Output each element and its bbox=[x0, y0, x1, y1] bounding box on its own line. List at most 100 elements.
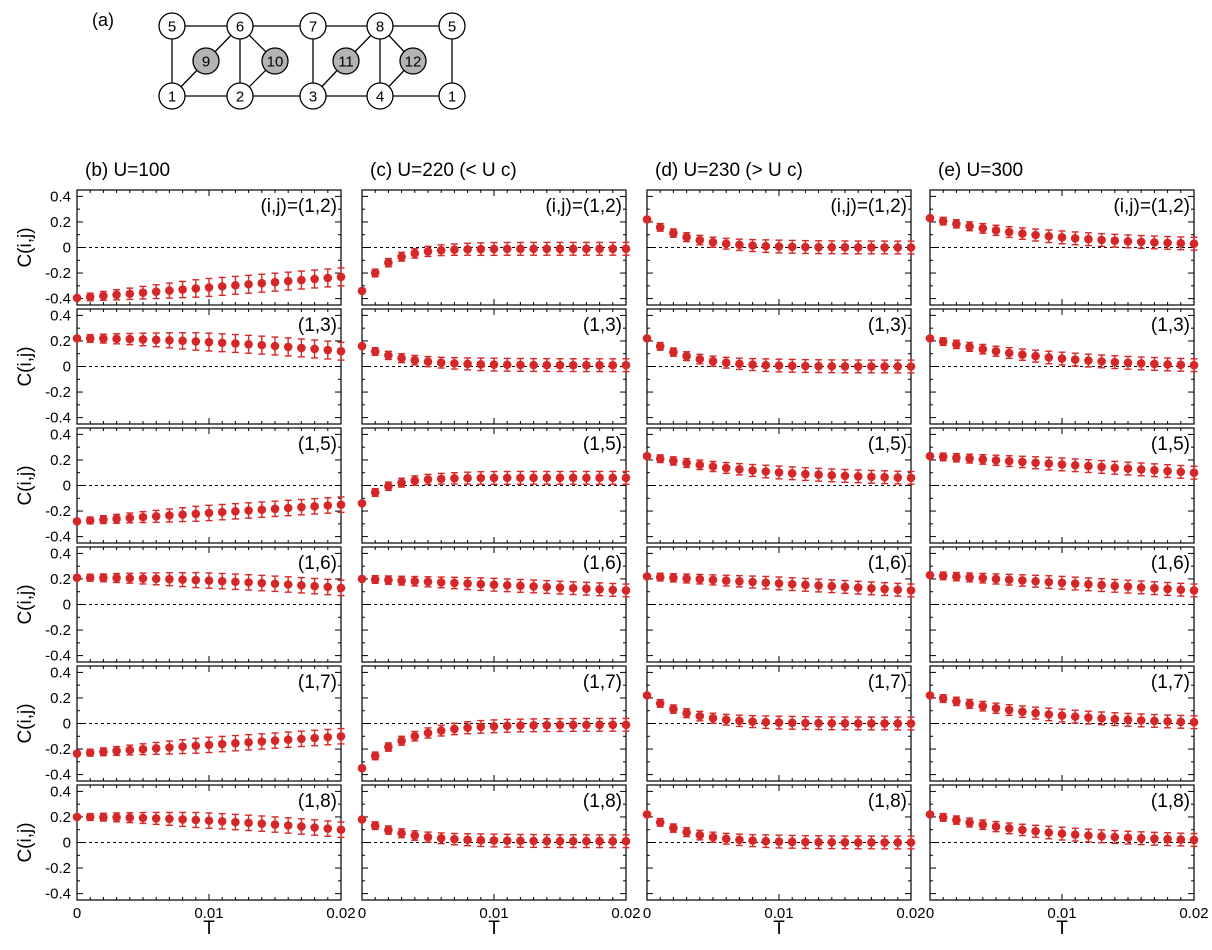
data-point bbox=[906, 362, 916, 371]
data-point bbox=[231, 577, 240, 587]
data-point bbox=[423, 247, 433, 256]
data-point bbox=[555, 244, 565, 254]
data-point bbox=[165, 814, 174, 824]
data-point bbox=[112, 746, 121, 756]
data-point bbox=[257, 278, 267, 288]
data-point bbox=[489, 244, 499, 254]
data-point bbox=[138, 288, 148, 298]
data-point bbox=[1004, 705, 1014, 715]
lattice-site bbox=[226, 12, 254, 40]
data-point bbox=[867, 472, 876, 482]
x-tick-label: 0.01 bbox=[479, 905, 508, 922]
y-tick-label: 0.2 bbox=[50, 809, 71, 826]
panel-label: (1,5) bbox=[1151, 434, 1190, 455]
y-tick-label: 0.2 bbox=[50, 690, 71, 707]
panel-column: (c) U=220 (< U c) (i,j)=(1,2) (1,3) (1,5) (1… bbox=[357, 160, 641, 939]
panel-label: (1,6) bbox=[1151, 553, 1190, 574]
data-point bbox=[310, 274, 319, 284]
panel-label: (1,6) bbox=[583, 553, 622, 574]
data-point bbox=[1044, 577, 1054, 587]
column-title: (e) U=300 bbox=[938, 160, 1023, 181]
data-point bbox=[357, 763, 367, 773]
data-point bbox=[191, 815, 201, 825]
y-tick-label: 0.4 bbox=[50, 664, 71, 681]
data-point bbox=[450, 359, 459, 368]
data-point bbox=[370, 821, 380, 830]
data-point bbox=[1097, 462, 1106, 472]
data-point bbox=[542, 473, 552, 483]
y-tick-label: -0.4 bbox=[45, 886, 71, 903]
data-point bbox=[72, 812, 82, 822]
data-point bbox=[608, 360, 618, 370]
data-point bbox=[204, 283, 214, 292]
data-point bbox=[582, 473, 591, 483]
lattice-site bbox=[399, 47, 427, 75]
data-point bbox=[568, 244, 578, 254]
data-point bbox=[655, 818, 665, 827]
lattice-panel-label: (a) bbox=[92, 10, 114, 30]
data-point bbox=[1031, 708, 1040, 718]
lattice-site-label: 5 bbox=[448, 19, 456, 36]
data-point bbox=[257, 505, 267, 514]
data-point bbox=[423, 475, 433, 484]
data-point bbox=[735, 464, 744, 474]
data-point bbox=[682, 708, 691, 718]
data-point bbox=[502, 721, 512, 731]
data-point bbox=[1150, 465, 1159, 475]
data-point bbox=[231, 507, 240, 516]
panel-label: (i,j)=(1,2) bbox=[545, 196, 622, 217]
data-point bbox=[1084, 580, 1093, 589]
data-point bbox=[1070, 712, 1080, 721]
data-point bbox=[310, 823, 319, 832]
data-point bbox=[151, 574, 161, 584]
data-point bbox=[72, 749, 82, 758]
lattice-site bbox=[366, 12, 394, 40]
data-point bbox=[621, 720, 631, 730]
data-point bbox=[827, 837, 837, 847]
data-point bbox=[1163, 717, 1172, 726]
data-point bbox=[85, 748, 95, 757]
data-point bbox=[735, 835, 744, 845]
data-point bbox=[1189, 586, 1199, 595]
data-point bbox=[655, 223, 665, 232]
data-point bbox=[1044, 231, 1054, 241]
panel-label: (1,6) bbox=[298, 553, 337, 574]
data-point bbox=[297, 502, 306, 512]
data-point bbox=[99, 291, 108, 301]
data-point bbox=[774, 718, 784, 727]
data-point bbox=[906, 243, 916, 252]
data-point bbox=[165, 743, 174, 752]
data-point bbox=[568, 583, 578, 593]
data-point bbox=[774, 579, 784, 588]
column-title: (c) U=220 (< U c) bbox=[370, 160, 517, 181]
lattice-site-label: 7 bbox=[309, 19, 317, 36]
data-point bbox=[801, 580, 810, 590]
data-point bbox=[867, 243, 876, 252]
data-point bbox=[827, 581, 837, 591]
data-point bbox=[450, 724, 459, 734]
data-point bbox=[965, 342, 974, 352]
data-point bbox=[1136, 716, 1146, 725]
data-point bbox=[310, 733, 319, 743]
panel-label: (1,3) bbox=[583, 315, 622, 336]
data-point bbox=[721, 239, 731, 249]
data-point bbox=[801, 718, 810, 728]
data-point bbox=[357, 499, 367, 508]
data-point bbox=[423, 357, 433, 366]
data-point bbox=[191, 337, 201, 346]
y-tick-label: -0.2 bbox=[45, 860, 71, 877]
data-point bbox=[489, 721, 499, 731]
data-point bbox=[827, 242, 837, 252]
y-axis-label: C(i,j) bbox=[15, 346, 36, 386]
data-point bbox=[1189, 468, 1199, 478]
data-point bbox=[516, 581, 525, 591]
data-point bbox=[774, 468, 784, 477]
data-point bbox=[621, 244, 631, 254]
data-point bbox=[217, 282, 227, 291]
data-point bbox=[85, 516, 95, 525]
y-tick-label: 0.4 bbox=[50, 307, 71, 324]
data-point bbox=[529, 360, 538, 370]
data-point bbox=[502, 244, 512, 254]
lattice-site-label: 5 bbox=[168, 19, 176, 36]
